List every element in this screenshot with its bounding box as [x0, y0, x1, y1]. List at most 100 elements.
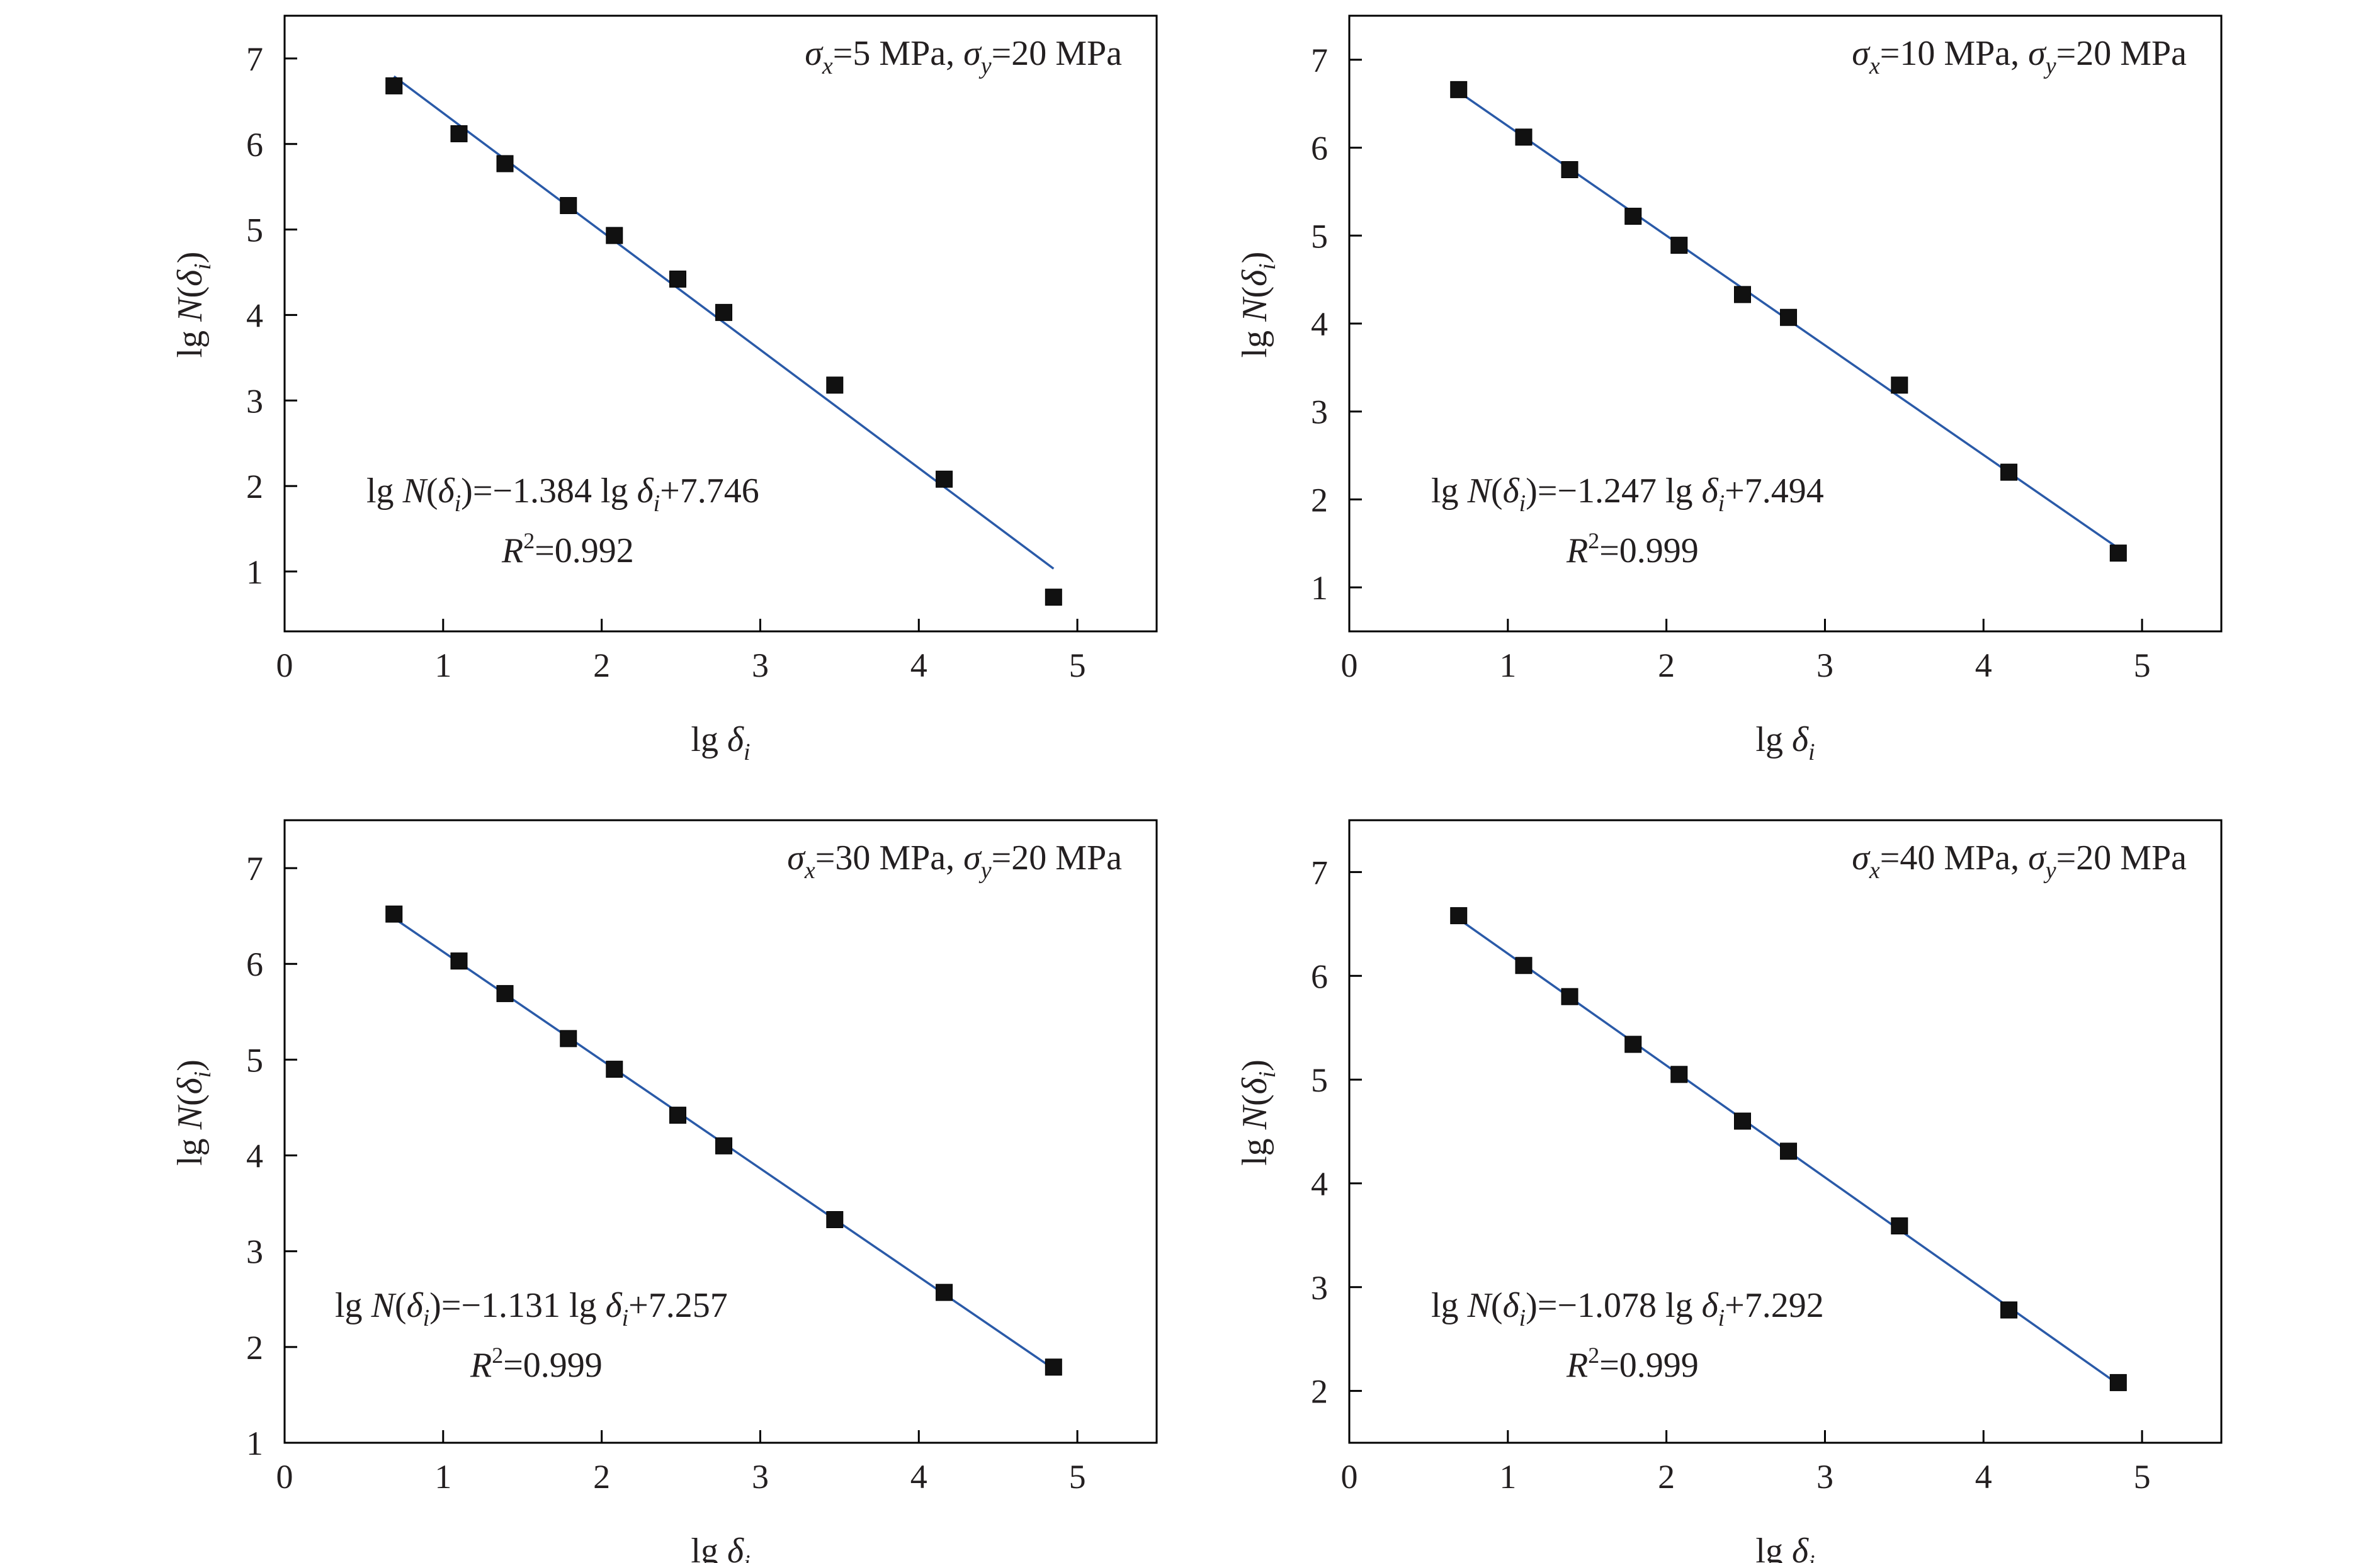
x-tick-label: 3 [1816, 1458, 1833, 1496]
x-tick-label: 4 [910, 1458, 927, 1496]
y-tick-label: 4 [246, 296, 263, 334]
panel-2: 0 1 2 3 4 5 1 2 3 4 5 6 7 lg δi lg N(δi) σx=10 MPa, σy=… [1235, 14, 2223, 765]
data-point [826, 1210, 844, 1228]
stress-condition-label: σx=30 MPa, σy=20 MPa [787, 838, 1122, 884]
y-tick-label: 4 [246, 1137, 263, 1175]
x-tick-label: 4 [1975, 1458, 1992, 1496]
y-tick-label: 1 [1311, 569, 1328, 607]
r-squared: R2=0.999 [1566, 528, 1699, 570]
data-point [715, 1137, 733, 1154]
data-point [669, 270, 687, 288]
plot-frame [1348, 819, 2223, 1444]
x-tick-label: 5 [1069, 646, 1086, 684]
data-point [1561, 161, 1578, 178]
y-tick-label: 7 [1311, 42, 1328, 79]
data-point [1734, 286, 1752, 303]
x-axis-label: lg δi [691, 720, 750, 765]
fit-equation: lg N(δi)=−1.131 lg δi+7.257 [335, 1286, 728, 1331]
x-axis-label: lg δi [691, 1532, 750, 1563]
data-point [1450, 907, 1468, 925]
data-point [936, 1284, 953, 1301]
r-squared: R2=0.999 [1566, 1343, 1699, 1385]
data-point [1045, 1358, 1062, 1376]
x-tick-label: 2 [1658, 646, 1675, 684]
data-point [715, 303, 733, 321]
data-point [496, 155, 514, 172]
data-point [1734, 1112, 1752, 1130]
data-point [2000, 1301, 2018, 1319]
y-tick-label: 5 [1311, 217, 1328, 255]
y-tick-label: 6 [1311, 957, 1328, 995]
data-point [1780, 308, 1798, 326]
data-point [2109, 1374, 2127, 1391]
x-tick-label: 0 [1341, 646, 1358, 684]
x-tick-label: 0 [1341, 1458, 1358, 1496]
r-squared: R2=0.992 [501, 528, 634, 570]
y-axis-label: lg N(δi) [1235, 252, 1281, 358]
data-point [669, 1107, 687, 1124]
stress-condition-label: σx=10 MPa, σy=20 MPa [1852, 34, 2187, 79]
x-tick-label: 4 [1975, 646, 1992, 684]
y-axis-label: lg N(δi) [171, 252, 216, 358]
y-tick-label: 6 [246, 126, 263, 164]
stress-condition-label: σx=5 MPa, σy=20 MPa [805, 34, 1122, 79]
y-tick-label: 3 [246, 1233, 263, 1271]
y-tick-label: 2 [1311, 1373, 1328, 1411]
data-point [385, 905, 403, 923]
y-tick-label: 5 [1311, 1061, 1328, 1099]
y-tick-label: 3 [1311, 1269, 1328, 1307]
x-tick-label: 1 [1499, 646, 1516, 684]
data-point [560, 197, 577, 215]
data-point [496, 985, 514, 1002]
data-point [2109, 545, 2127, 562]
fit-equation: lg N(δi)=−1.384 lg δi+7.746 [366, 471, 759, 517]
y-tick-label: 7 [246, 40, 263, 78]
data-point [1624, 1035, 1642, 1053]
y-tick-label: 6 [1311, 130, 1328, 167]
x-tick-label: 1 [434, 1458, 451, 1496]
x-tick-label: 3 [752, 646, 769, 684]
plot-frame [283, 14, 1158, 633]
y-axis-label: lg N(δi) [1235, 1059, 1281, 1166]
x-axis-label: lg δi [1755, 720, 1815, 765]
data-point [1670, 237, 1688, 254]
y-tick-label: 7 [1311, 854, 1328, 891]
x-tick-label: 2 [593, 646, 610, 684]
fit-equation: lg N(δi)=−1.247 lg δi+7.494 [1431, 471, 1824, 517]
y-tick-label: 5 [246, 1041, 263, 1079]
x-tick-label: 5 [1069, 1458, 1086, 1496]
y-tick-label: 1 [246, 1425, 263, 1462]
x-tick-label: 2 [1658, 1458, 1675, 1496]
data-point [385, 77, 403, 94]
data-point [1450, 81, 1468, 98]
data-point [2000, 463, 2018, 481]
data-point [1515, 128, 1533, 146]
y-axis-label: lg N(δi) [171, 1059, 216, 1166]
x-tick-label: 0 [276, 646, 293, 684]
data-point [1670, 1066, 1688, 1083]
y-tick-label: 6 [246, 945, 263, 983]
x-tick-label: 3 [1816, 646, 1833, 684]
y-tick-label: 1 [246, 553, 263, 591]
data-point [450, 952, 468, 970]
x-tick-label: 1 [434, 646, 451, 684]
y-tick-label: 3 [1311, 393, 1328, 431]
data-point [450, 125, 468, 142]
y-tick-label: 3 [246, 382, 263, 420]
plot-frame [283, 819, 1158, 1444]
panel-4: 0 1 2 3 4 5 2 3 4 5 6 7 lg δi lg N(δi) σx=40 MPa, σy=2… [1235, 819, 2223, 1563]
y-tick-label: 2 [246, 1329, 263, 1367]
r-squared: R2=0.999 [470, 1343, 603, 1385]
fit-equation: lg N(δi)=−1.078 lg δi+7.292 [1431, 1286, 1824, 1331]
y-tick-label: 2 [246, 468, 263, 505]
x-tick-label: 4 [910, 646, 927, 684]
data-point [1515, 957, 1533, 974]
data-point [560, 1030, 577, 1047]
y-tick-label: 4 [1311, 1165, 1328, 1203]
x-tick-label: 0 [276, 1458, 293, 1496]
x-tick-label: 5 [2134, 646, 2151, 684]
data-point [936, 470, 953, 488]
y-tick-label: 7 [246, 850, 263, 888]
